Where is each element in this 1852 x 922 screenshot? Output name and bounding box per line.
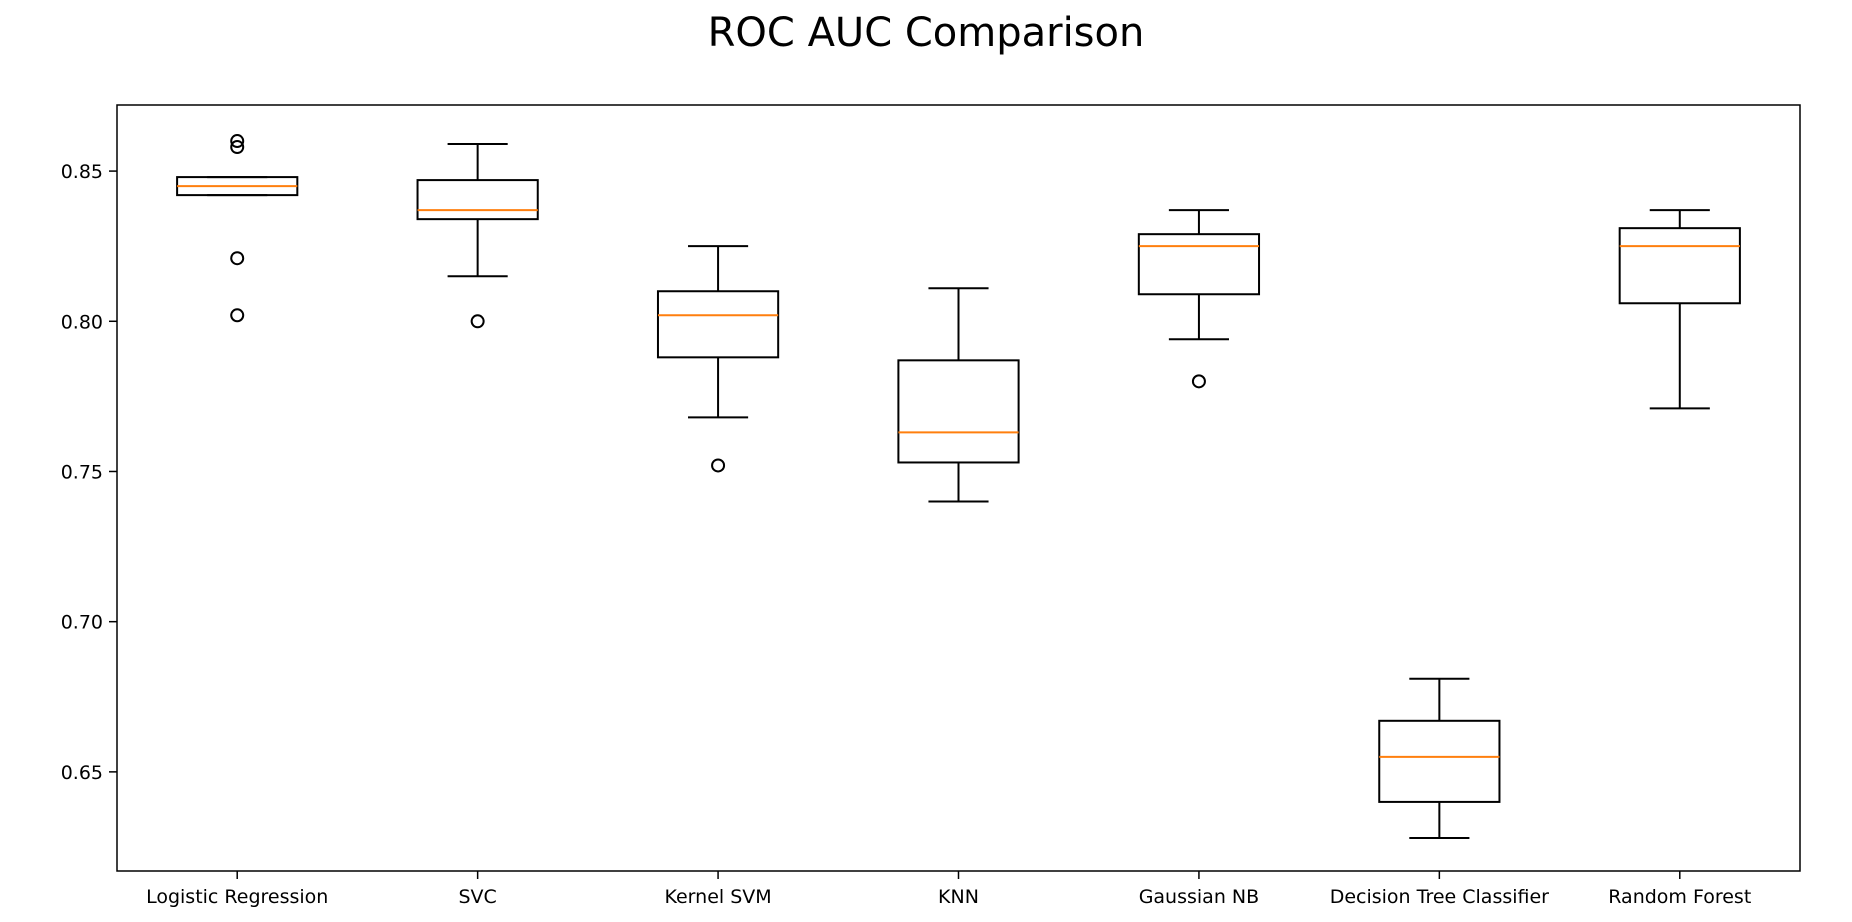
y-tick-label: 0.70 xyxy=(61,612,103,634)
box-marks xyxy=(176,134,1741,839)
outlier-point xyxy=(470,314,485,329)
iqr-box xyxy=(1618,227,1741,305)
x-tick-label: Decision Tree Classifier xyxy=(1330,886,1549,908)
x-tick-label: Random Forest xyxy=(1608,886,1751,908)
box-group xyxy=(1618,209,1741,410)
iqr-box xyxy=(1378,719,1501,803)
box-group xyxy=(1378,677,1501,839)
x-tick-label: SVC xyxy=(458,886,496,908)
box-group xyxy=(897,287,1020,503)
x-tick-label: Kernel SVM xyxy=(664,886,771,908)
outlier-point xyxy=(230,251,245,266)
outlier-point xyxy=(230,140,245,155)
iqr-box xyxy=(416,179,539,221)
chart-title: ROC AUC Comparison xyxy=(707,10,1145,56)
box-group xyxy=(1137,209,1261,389)
iqr-box xyxy=(656,290,780,359)
y-tick-label: 0.85 xyxy=(61,161,103,183)
box-group xyxy=(416,143,539,329)
box-group xyxy=(176,134,299,323)
x-tick-label: KNN xyxy=(938,886,979,908)
outlier-point xyxy=(711,458,726,473)
x-axis-ticks: Logistic Regression SVC Kernel SVM KNN Gauss… xyxy=(146,871,1751,908)
iqr-box xyxy=(1137,233,1261,296)
x-tick-label: Gaussian NB xyxy=(1139,886,1259,908)
outlier-point xyxy=(1191,374,1206,389)
outlier-point xyxy=(230,308,245,323)
iqr-box xyxy=(897,359,1020,464)
axes-frame xyxy=(116,104,1801,872)
outlier-point xyxy=(230,134,245,149)
y-axis-ticks: 0.65 0.70 0.75 0.80 0.85 xyxy=(61,161,117,784)
y-tick-label: 0.65 xyxy=(61,762,103,784)
box-group xyxy=(656,245,780,473)
y-tick-label: 0.75 xyxy=(61,461,103,483)
y-tick-label: 0.80 xyxy=(61,311,103,333)
x-tick-label: Logistic Regression xyxy=(146,886,328,908)
